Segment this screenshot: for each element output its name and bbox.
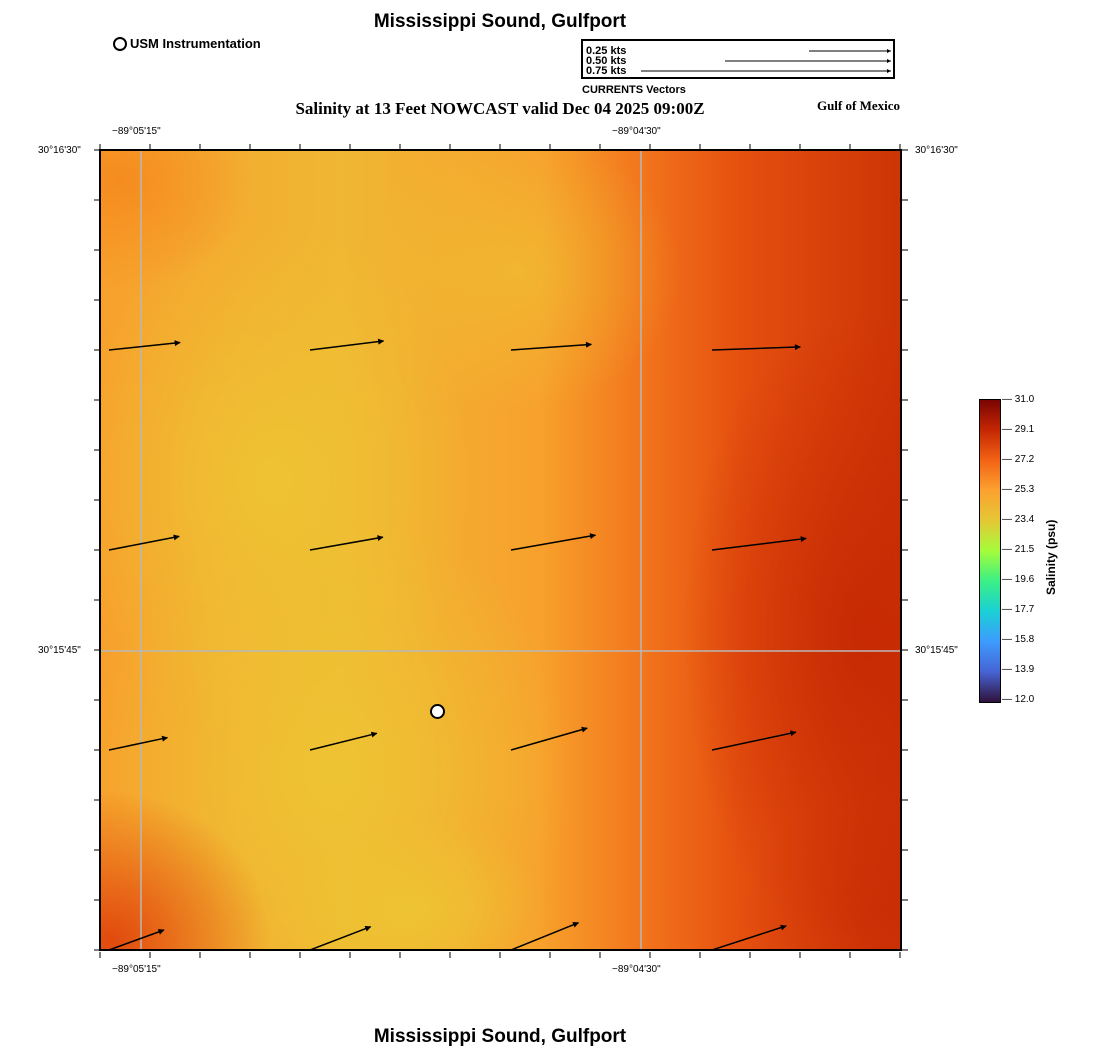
current-vector-arrow	[310, 925, 372, 949]
map-subtitle: Salinity at 13 Feet NOWCAST valid Dec 04…	[295, 99, 705, 118]
current-vector-arrow	[309, 338, 385, 351]
colorbar-tick-label: — 29.1	[1002, 424, 1035, 435]
lon-tick-bottom-2: −89°04'30"	[612, 964, 661, 975]
vector-reference-box: 0.25 kts 0.50 kts 0.75 kts	[581, 39, 895, 79]
lon-tick-bottom-1: −89°05'15"	[112, 964, 161, 975]
current-vectors	[108, 338, 807, 949]
frame-ticks	[94, 144, 908, 958]
colorbar-tick-label: — 27.2	[1002, 454, 1035, 465]
colorbar-tick-label: — 23.4	[1002, 514, 1035, 525]
salinity-field	[101, 151, 900, 949]
current-vector-arrow	[510, 533, 597, 551]
current-vector-arrow	[711, 730, 797, 751]
reference-arrows	[641, 49, 891, 73]
colorbar-tick-label: — 31.0	[1002, 394, 1035, 405]
reference-speed-1: 0.25 kts	[586, 45, 627, 57]
reference-speed-2: 0.50 kts	[586, 55, 627, 67]
reference-speed-3: 0.75 kts	[586, 65, 627, 77]
colorbar-tick-label: — 25.3	[1002, 484, 1035, 495]
current-vector-arrow	[108, 340, 181, 351]
current-vector-arrow	[711, 536, 807, 551]
lat-tick-right-2: 30°15'45"	[915, 645, 958, 656]
region-label: Gulf of Mexico	[816, 98, 900, 113]
station-legend: USM Instrumentation	[113, 36, 261, 51]
station-marker-icon	[113, 36, 127, 51]
current-vector-arrow	[309, 535, 384, 551]
lon-tick-top-1: −89°05'15"	[112, 126, 161, 137]
current-vector-arrow	[712, 924, 787, 949]
colorbar-tick-label: — 21.5	[1002, 544, 1035, 555]
usm-instrumentation-station[interactable]	[430, 704, 445, 719]
vectors-legend-title: CURRENTS Vectors	[582, 84, 686, 96]
current-vector-arrow	[309, 731, 378, 751]
salinity-colorbar	[979, 399, 1001, 703]
current-vector-arrow	[510, 341, 593, 351]
colorbar-title: Salinity (psu)	[1044, 519, 1058, 595]
lat-tick-left-1: 30°16'30"	[38, 145, 81, 156]
map-footer-title: Mississippi Sound, Gulfport	[373, 1026, 627, 1047]
lat-tick-right-1: 30°16'30"	[915, 145, 958, 156]
current-vector-arrow	[109, 929, 165, 949]
colorbar-tick-label: — 17.7	[1002, 604, 1035, 615]
lat-tick-left-2: 30°15'45"	[38, 645, 81, 656]
salinity-map[interactable]	[99, 149, 902, 951]
colorbar-tick-label: — 15.8	[1002, 634, 1035, 645]
map-title: Mississippi Sound, Gulfport	[373, 11, 627, 32]
current-vector-arrow	[108, 534, 180, 551]
colorbar-tick-label: — 12.0	[1002, 694, 1035, 705]
lon-tick-top-2: −89°04'30"	[612, 126, 661, 137]
colorbar-tick-label: — 19.6	[1002, 574, 1035, 585]
current-vector-arrow	[511, 921, 580, 949]
colorbar-tick-label: — 13.9	[1002, 664, 1035, 675]
current-vector-arrow	[108, 735, 169, 751]
station-legend-label: USM Instrumentation	[130, 36, 261, 51]
current-vector-arrow	[711, 344, 801, 351]
current-vector-arrow	[510, 726, 588, 751]
